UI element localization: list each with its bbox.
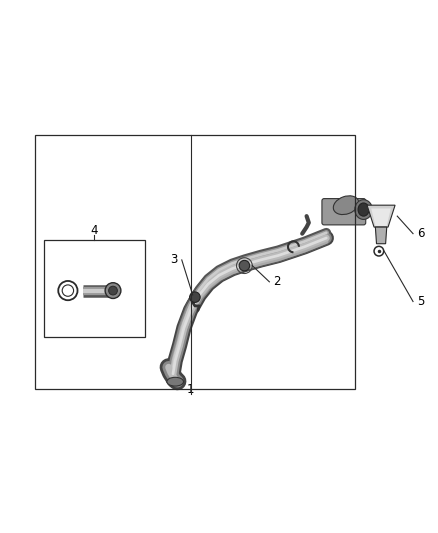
Bar bbox=[35, 135, 355, 389]
Text: 5: 5 bbox=[417, 295, 424, 308]
Ellipse shape bbox=[355, 200, 372, 220]
Ellipse shape bbox=[358, 203, 369, 216]
Polygon shape bbox=[367, 205, 395, 227]
Circle shape bbox=[105, 282, 121, 298]
Circle shape bbox=[190, 292, 200, 302]
Circle shape bbox=[109, 286, 117, 295]
Polygon shape bbox=[371, 208, 391, 226]
Circle shape bbox=[239, 260, 250, 271]
Text: 2: 2 bbox=[273, 276, 281, 288]
FancyBboxPatch shape bbox=[322, 199, 366, 225]
Ellipse shape bbox=[333, 196, 359, 215]
Text: 1: 1 bbox=[187, 383, 194, 395]
Bar bbox=[44, 240, 145, 336]
Polygon shape bbox=[375, 227, 387, 244]
Text: 4: 4 bbox=[90, 224, 98, 237]
Text: 6: 6 bbox=[417, 227, 424, 240]
Ellipse shape bbox=[167, 377, 184, 386]
Text: 3: 3 bbox=[170, 253, 177, 266]
